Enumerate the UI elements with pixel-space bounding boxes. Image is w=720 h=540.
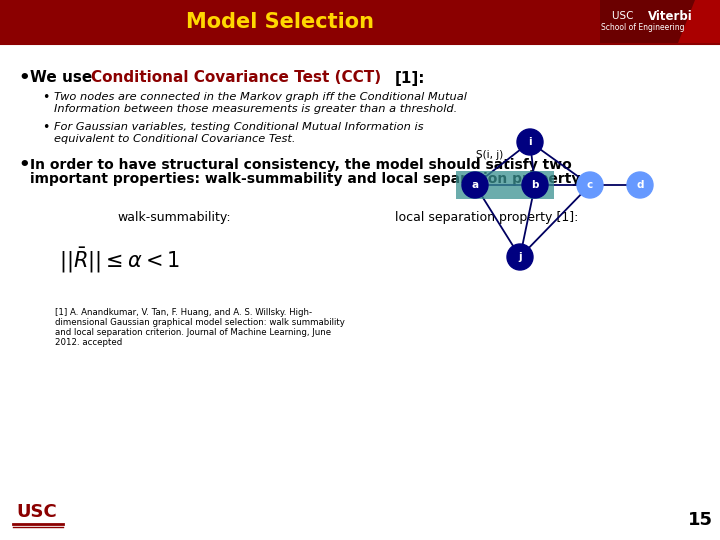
Text: USC: USC	[17, 503, 58, 521]
Bar	[456, 171, 554, 199]
Text: Information between those measurements is greater than a threshold.: Information between those measurements i…	[54, 104, 457, 114]
Text: 2012. accepted: 2012. accepted	[55, 338, 122, 347]
Text: Two nodes are connected in the Markov graph iff the Conditional Mutual: Two nodes are connected in the Markov gr…	[54, 92, 467, 102]
Text: equivalent to Conditional Covariance Test.: equivalent to Conditional Covariance Tes…	[54, 134, 295, 144]
Text: In order to have structural consistency, the model should satisfy two: In order to have structural consistency,…	[30, 158, 572, 172]
Circle shape	[577, 172, 603, 198]
Bar	[600, 0, 720, 43]
Text: •: •	[18, 156, 30, 174]
Text: local separation property [1]:: local separation property [1]:	[395, 212, 578, 225]
Circle shape	[627, 172, 653, 198]
Text: Viterbi: Viterbi	[648, 10, 693, 23]
Text: We use: We use	[30, 71, 97, 85]
Bar	[0, 0, 720, 43]
Text: important properties: walk-summability and local separation property.: important properties: walk-summability a…	[30, 172, 585, 186]
Text: $||\bar{R}|| \leq \alpha < 1$: $||\bar{R}|| \leq \alpha < 1$	[60, 245, 181, 275]
Circle shape	[462, 172, 488, 198]
Text: 15: 15	[688, 511, 713, 529]
Text: dimensional Gaussian graphical model selection: walk summability: dimensional Gaussian graphical model sel…	[55, 318, 345, 327]
Text: d: d	[636, 180, 644, 190]
Text: and local separation criterion. Journal of Machine Learning, June: and local separation criterion. Journal …	[55, 328, 331, 337]
Text: •: •	[42, 120, 50, 133]
Circle shape	[517, 129, 543, 155]
Text: School of Engineering: School of Engineering	[601, 23, 685, 31]
Text: For Gaussian variables, testing Conditional Mutual Information is: For Gaussian variables, testing Conditio…	[54, 122, 423, 132]
Text: •: •	[42, 91, 50, 104]
Circle shape	[507, 244, 533, 270]
Text: USC: USC	[612, 11, 637, 21]
Text: •: •	[18, 69, 30, 87]
Text: Model Selection: Model Selection	[186, 12, 374, 32]
Polygon shape	[678, 0, 720, 43]
Text: S(i, j): S(i, j)	[477, 150, 503, 160]
Text: b: b	[531, 180, 539, 190]
Text: [1]:: [1]:	[395, 71, 426, 85]
Text: c: c	[587, 180, 593, 190]
Circle shape	[522, 172, 548, 198]
Text: j: j	[518, 252, 522, 262]
Text: i: i	[528, 137, 532, 147]
Text: Conditional Covariance Test (CCT): Conditional Covariance Test (CCT)	[91, 71, 381, 85]
Text: walk-summability:: walk-summability:	[117, 212, 230, 225]
Text: a: a	[472, 180, 479, 190]
Text: [1] A. Anandkumar, V. Tan, F. Huang, and A. S. Willsky. High-: [1] A. Anandkumar, V. Tan, F. Huang, and…	[55, 308, 312, 317]
